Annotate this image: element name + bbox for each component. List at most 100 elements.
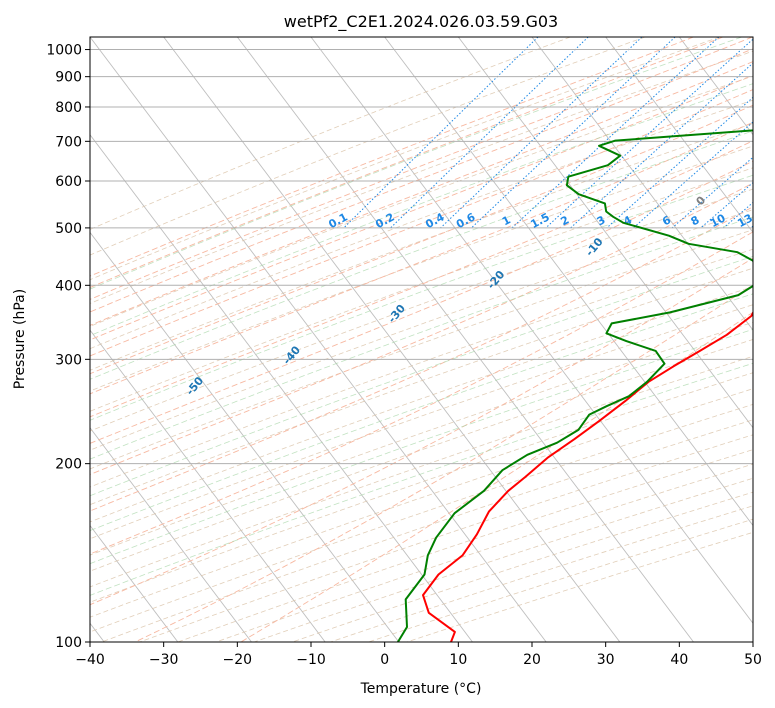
moist-adiabat [90,37,753,300]
isotherm-line [90,133,473,642]
dry-adiabat [215,463,753,642]
x-tick-label: 50 [744,652,762,668]
moist-adiabat [90,74,753,341]
x-tick-label: −30 [149,652,179,668]
plot-frame [89,36,754,643]
isotherm-line [531,37,753,331]
y-tick-label: 300 [55,352,82,368]
dry-adiabat [90,388,753,618]
background-lines [90,37,753,642]
y-tick-label: 200 [55,457,82,473]
dry-adiabat-green [90,37,742,290]
dry-adiabat [90,286,753,523]
dry-adiabat [90,167,753,412]
x-axis: −40 −30 −20 −10 0 10 20 30 40 50 [75,642,762,668]
isotherm-label: -50 [184,374,207,398]
x-tick-label: 20 [523,652,541,668]
x-tick-label: −10 [296,652,326,668]
y-tick-label: 1000 [46,43,82,59]
dry-adiabat-green [90,216,753,460]
mixing-ratio-label: 16 [757,211,775,230]
x-tick-label: 40 [670,652,688,668]
isotherm-label: -60 [72,425,95,449]
moist-adiabat [90,206,753,512]
isotherm-label: -10 [583,235,606,259]
isotherm-line [163,37,621,642]
mixing-ratio-label: 6 [660,213,673,228]
isotherm-label: -40 [280,343,303,367]
dry-adiabat [90,145,753,392]
dry-adiabat [90,403,753,633]
y-axis-label: Pressure (hPa) [12,289,28,389]
dry-adiabat [90,50,753,304]
moist-adiabat [90,121,753,395]
chart-title: wetPf2_C2E1.2024.026.03.59.G03 [284,12,558,32]
y-tick-label: 500 [55,221,82,237]
y-tick-label: 600 [55,174,82,190]
dry-adiabat [90,37,646,256]
y-tick-label: 800 [55,100,82,116]
mixing-ratio-label: 3 [595,213,608,228]
moist-adiabat [90,37,724,288]
dry-adiabat [90,355,753,588]
dry-adiabat-green [90,255,753,497]
y-tick-label: 100 [55,635,82,651]
moist-adiabat [134,284,753,642]
dry-adiabat [254,477,753,642]
mixing-ratio-line [570,62,753,229]
dry-adiabat [90,248,753,488]
dry-adiabat [90,75,753,327]
moist-adiabat [90,89,753,357]
x-tick-label: −40 [75,652,105,668]
moist-adiabat [90,231,753,555]
isotherm-line [236,37,694,642]
isotherm-line [90,37,547,642]
x-tick-label: 10 [449,652,467,668]
isotherm-line [310,37,753,624]
pressure-grid [90,49,753,642]
isotherm-line [678,37,753,136]
temperature-profile-line [422,310,753,642]
x-tick-label: 30 [597,652,615,668]
y-tick-label: 700 [55,134,82,150]
moist-adiabat [90,182,753,476]
mixing-ratio-label: 2 [559,213,572,228]
dry-adiabat-green [90,362,753,596]
dewpoint-profile-line [397,129,753,642]
dry-adiabat [90,123,753,371]
dry-adiabat [177,449,753,642]
mixing-ratio-label: 8 [689,213,702,228]
y-tick-label: 400 [55,278,82,294]
dry-adiabat [292,491,753,642]
isotherm-line [90,329,326,642]
dry-adiabat [90,188,753,432]
isotherm-line [605,37,753,234]
mixing-ratio-label: 13 [735,211,755,230]
dry-adiabat [90,321,753,556]
dry-adiabat [90,304,753,540]
dry-adiabat [90,372,753,603]
x-tick-label: −20 [223,652,253,668]
dry-adiabat-green [90,293,753,532]
mixing-ratio-label: 10 [708,211,728,230]
x-axis-label: Temperature (°C) [360,681,482,697]
isotherm-line [90,427,252,642]
mixing-ratio-line [471,37,676,229]
isotherm-line [457,37,753,429]
y-tick-label: 900 [55,70,82,86]
dry-adiabat [90,99,753,350]
isotherm-line [90,231,400,642]
mixing-ratio-line [343,37,539,229]
isotherm-line [752,37,753,38]
mixing-ratio-line [511,37,720,229]
isotherm-line [384,37,753,527]
series-layer [397,129,753,642]
dry-adiabat-green [90,328,753,565]
moist-adiabat [90,61,753,326]
dry-adiabat [90,229,753,470]
mixing-ratio-line [390,37,589,229]
mixing-ratio-line [750,225,753,229]
x-tick-label: 0 [380,652,389,668]
mixing-ratio-line [440,37,643,229]
